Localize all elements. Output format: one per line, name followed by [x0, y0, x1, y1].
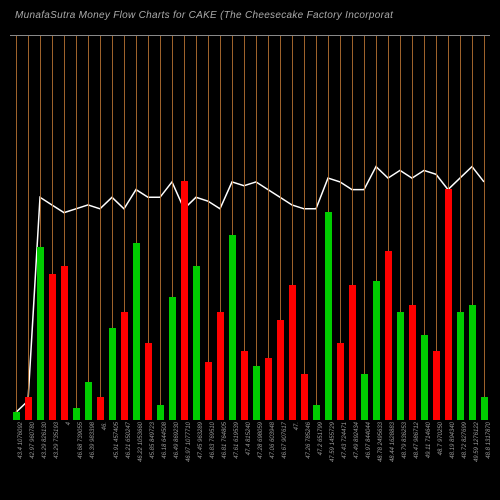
volume-bar [421, 335, 428, 420]
x-tick-label: 46.67 907617 [282, 422, 288, 459]
volume-bar [49, 274, 56, 420]
x-tick-label: 47.45 963289 [198, 422, 204, 459]
volume-bar [289, 285, 296, 420]
x-tick-label: 46.97 1077710 [186, 422, 192, 462]
volume-bar [13, 412, 20, 420]
grid-line [16, 36, 17, 420]
x-tick-label: 46. [102, 422, 108, 430]
x-tick-label: 43.29 826130 [42, 422, 48, 459]
volume-bar [145, 343, 152, 420]
volume-bar [73, 408, 80, 420]
x-tick-label: 49.11 714640 [426, 422, 432, 458]
volume-bar [397, 312, 404, 420]
volume-bar [301, 374, 308, 420]
volume-bar [445, 189, 452, 420]
x-tick-label: 4 [66, 422, 72, 425]
volume-bar [157, 405, 164, 420]
x-tick-label: 45.91 457405 [114, 422, 120, 459]
x-tick-label: 46.18 644508 [162, 422, 168, 459]
x-tick-label: 47.28 698059 [258, 422, 264, 459]
x-tick-label: 46.49 869230 [174, 422, 180, 459]
x-tick-label: 46.21 650247 [126, 422, 132, 459]
volume-bar [337, 343, 344, 420]
x-tick-label: 47.2 651799 [318, 422, 324, 455]
x-tick-label: 46.68 739055 [78, 422, 84, 459]
x-tick-label: 45.85 849723 [150, 422, 156, 459]
x-tick-label: 47.26 785246 [306, 422, 312, 459]
volume-bar [169, 297, 176, 420]
price-line [10, 36, 490, 420]
volume-bar [313, 405, 320, 420]
x-axis-labels: 43.4 1076092 42.97 960780 43.29 826130 43.2… [10, 420, 490, 500]
chart-plot-area [10, 35, 490, 420]
volume-bar [205, 362, 212, 420]
x-tick-label: 46.39 983398 [90, 422, 96, 459]
grid-line [100, 36, 101, 420]
volume-bar [409, 305, 416, 421]
volume-bar [85, 382, 92, 421]
grid-line [304, 36, 305, 420]
volume-bar [265, 358, 272, 420]
grid-line [484, 36, 485, 420]
volume-bar [181, 181, 188, 420]
x-tick-label: 47.06 603948 [270, 422, 276, 459]
volume-bar [349, 285, 356, 420]
x-tick-label: 48.7 970250 [438, 422, 444, 455]
volume-bar [25, 397, 32, 420]
x-tick-label: 47.49 892434 [354, 422, 360, 459]
volume-bar [433, 351, 440, 420]
x-tick-label: 42.97 960780 [30, 422, 36, 459]
grid-line [316, 36, 317, 420]
x-tick-label: 48.79 836253 [402, 422, 408, 459]
volume-bar [373, 281, 380, 420]
volume-bar [253, 366, 260, 420]
x-tick-label: 48.47 986712 [414, 422, 420, 459]
volume-bar [193, 266, 200, 420]
grid-line [28, 36, 29, 420]
x-tick-label: 46.83 769510 [210, 422, 216, 459]
x-tick-label: 48.78 2495633 [378, 422, 384, 462]
volume-bar [469, 305, 476, 421]
x-tick-label: 46.97 844044 [366, 422, 372, 459]
grid-line [160, 36, 161, 420]
x-tick-label: 47.43 724471 [342, 422, 348, 459]
x-tick-label: 46.81 764805 [222, 422, 228, 459]
x-tick-label: 47.61 619539 [234, 422, 240, 459]
chart-title: MunafaSutra Money Flow Charts for CAKE (… [15, 10, 393, 21]
volume-bar [61, 266, 68, 420]
x-tick-label: 48.8 1317870 [486, 422, 492, 459]
volume-bar [229, 235, 236, 420]
volume-bar [133, 243, 140, 420]
volume-bar [121, 312, 128, 420]
volume-bar [37, 247, 44, 420]
volume-bar [325, 212, 332, 420]
x-tick-label: 46.22 1053660 [138, 422, 144, 462]
x-tick-label: 43.4 1076092 [18, 422, 24, 459]
volume-bar [97, 397, 104, 420]
volume-bar [481, 397, 488, 420]
volume-bar [385, 251, 392, 420]
volume-bar [241, 351, 248, 420]
grid-line [256, 36, 257, 420]
x-tick-label: 48.44 1628883 [390, 422, 396, 462]
volume-bar [277, 320, 284, 420]
volume-bar [217, 312, 224, 420]
volume-bar [109, 328, 116, 420]
volume-bar [457, 312, 464, 420]
grid-line [76, 36, 77, 420]
x-tick-label: 48.19 894340 [450, 422, 456, 459]
x-tick-label: 49.59 1276122 [474, 422, 480, 462]
x-tick-label: 47.4 815240 [246, 422, 252, 455]
x-tick-label: 43.29 735193 [54, 422, 60, 459]
grid-line [364, 36, 365, 420]
x-tick-label: 47. [294, 422, 300, 430]
x-tick-label: 48.72 827699 [462, 422, 468, 459]
grid-line [88, 36, 89, 420]
volume-bar [361, 374, 368, 420]
x-tick-label: 47.59 1455729 [330, 422, 336, 462]
